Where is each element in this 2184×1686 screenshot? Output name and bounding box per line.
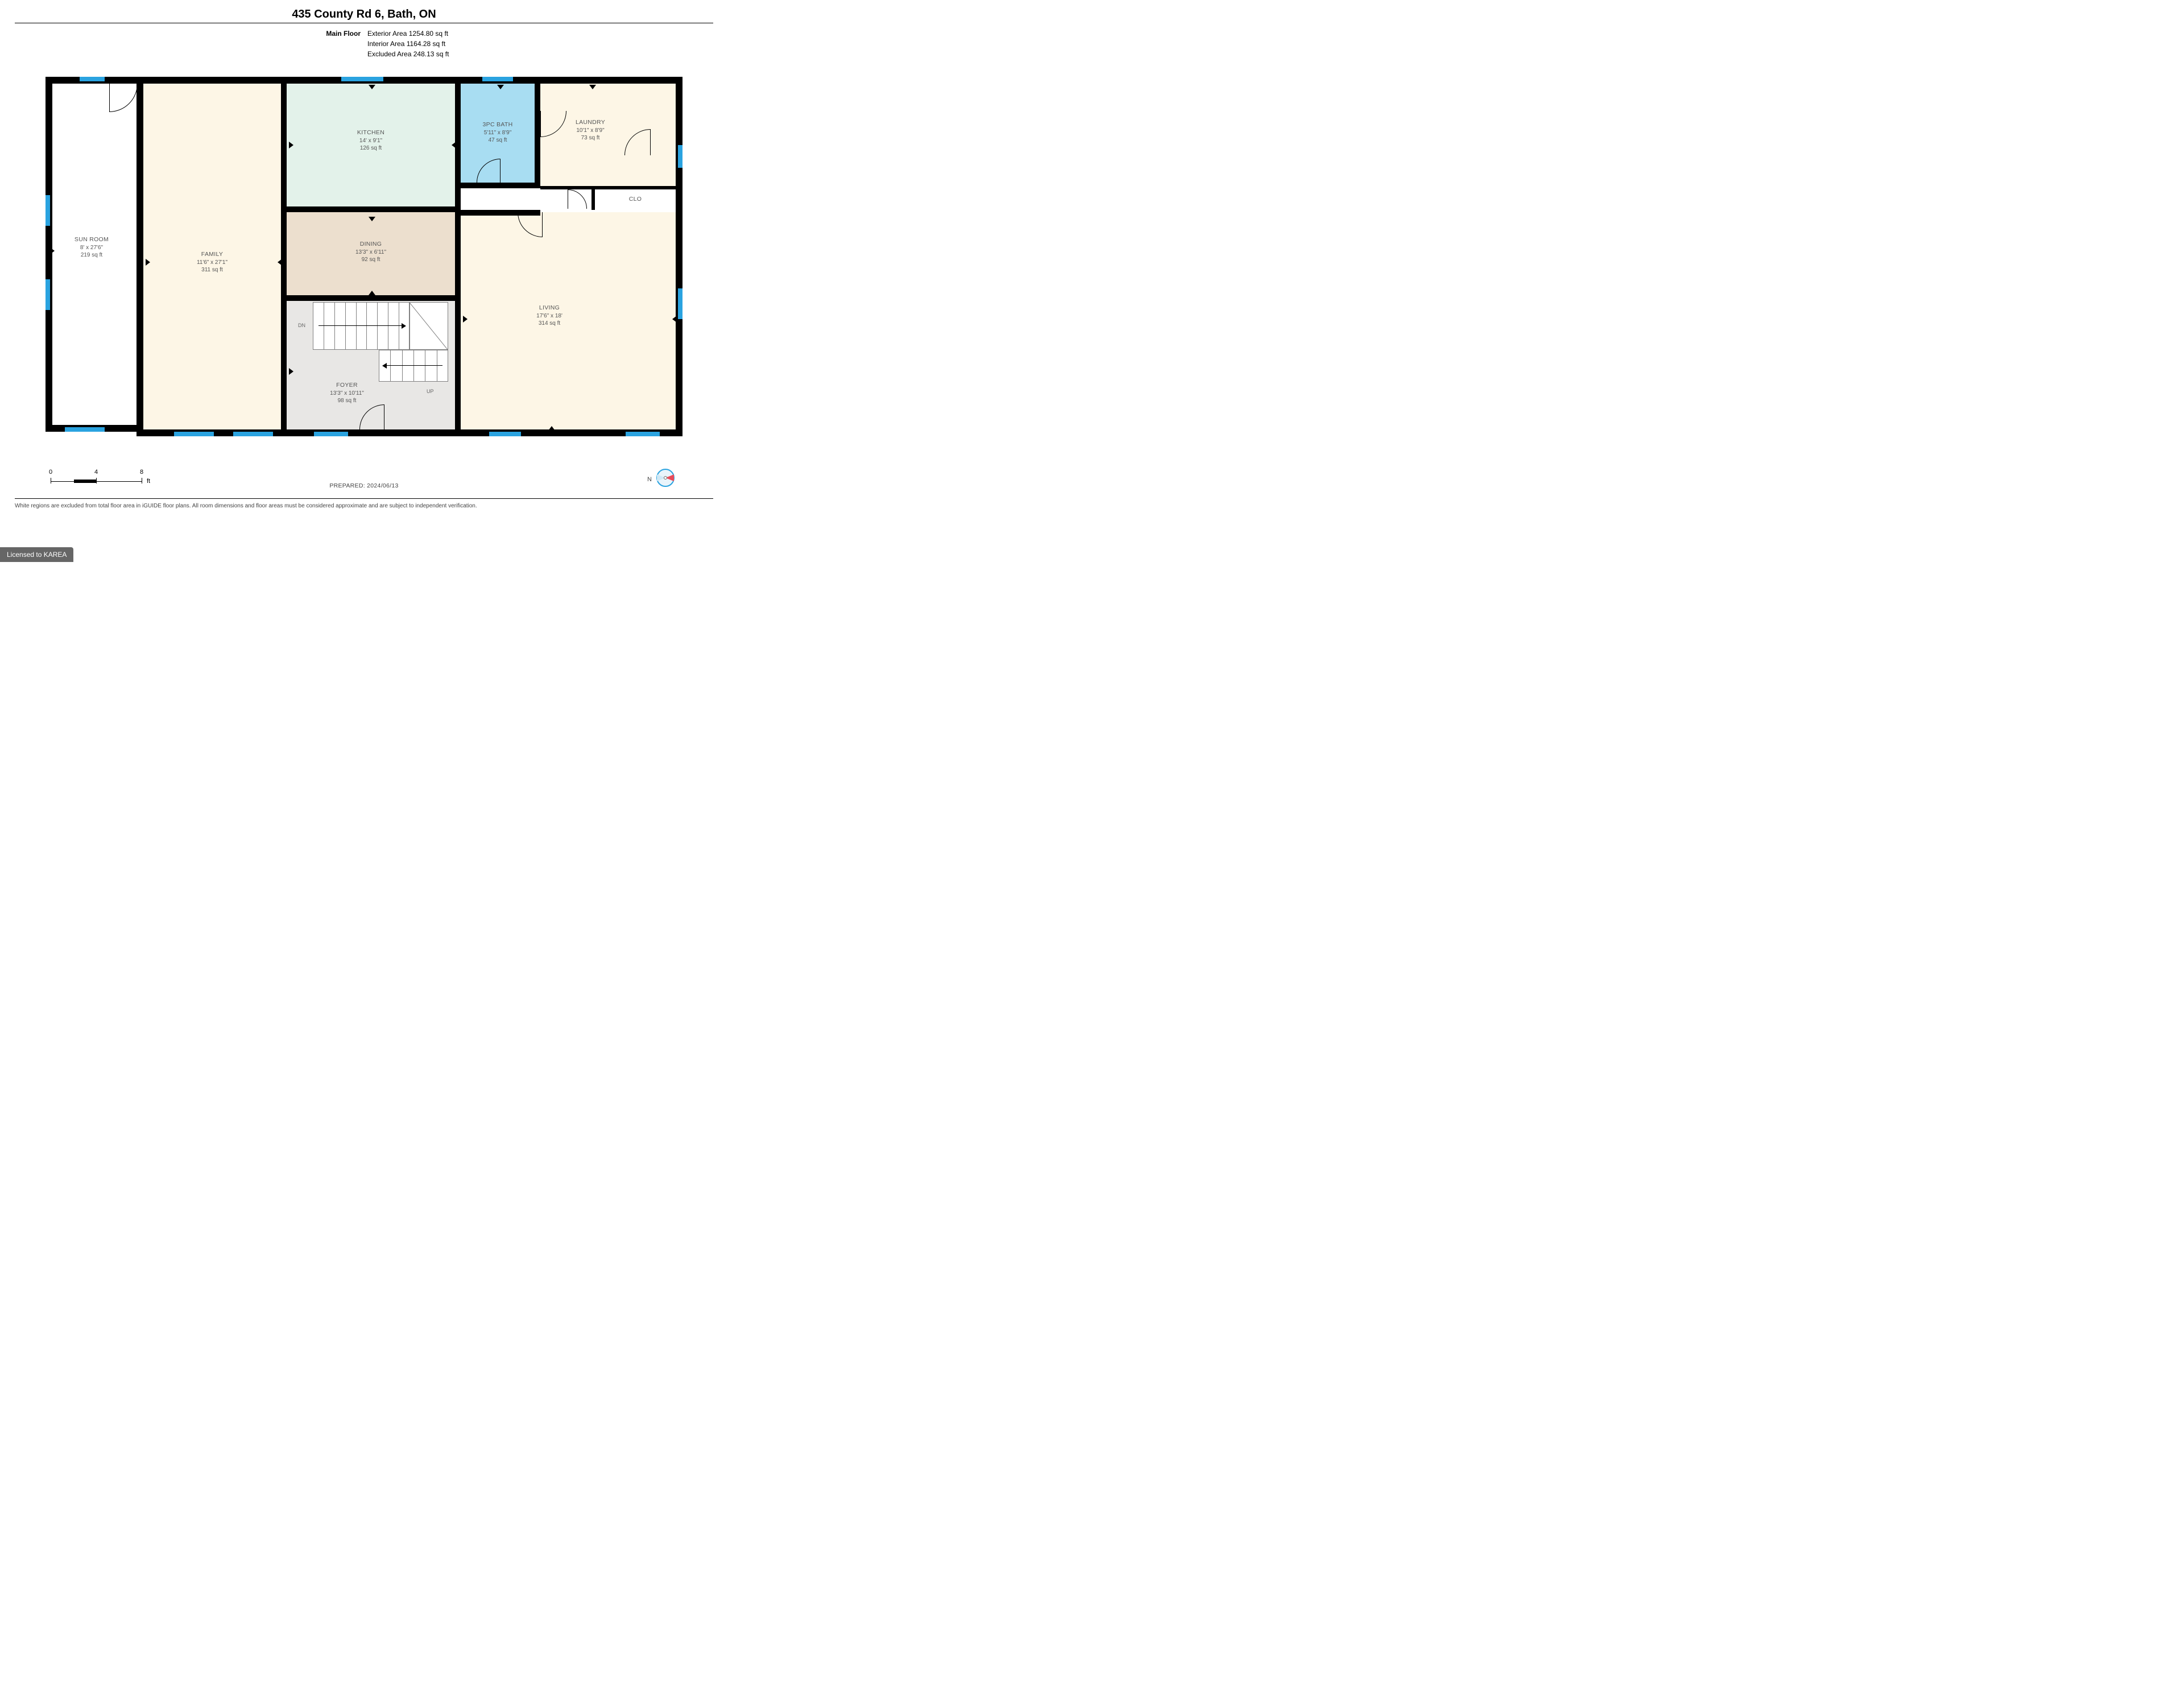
floor-plan-page: 435 County Rd 6, Bath, ON Main Floor Ext… bbox=[0, 0, 728, 562]
stair-label-up: UP bbox=[427, 389, 434, 394]
window-segment bbox=[65, 427, 105, 432]
view-caret bbox=[589, 85, 596, 89]
window-segment bbox=[678, 145, 682, 168]
license-badge: Licensed to KAREA bbox=[0, 547, 73, 562]
window-segment bbox=[46, 195, 50, 226]
wall-segment bbox=[139, 429, 682, 436]
view-caret bbox=[369, 85, 375, 89]
stair-label-dn: DN bbox=[298, 323, 305, 328]
wall-segment bbox=[540, 186, 676, 189]
view-caret bbox=[289, 142, 293, 148]
room-label-clo: CLO bbox=[629, 196, 642, 204]
summary-row-0: Exterior Area 1254.80 sq ft bbox=[367, 28, 481, 39]
view-caret bbox=[289, 368, 293, 375]
wall-segment bbox=[535, 77, 540, 188]
room-label-sunroom: SUN ROOM8' x 27'6"219 sq ft bbox=[75, 236, 109, 259]
window-segment bbox=[626, 432, 660, 436]
prepared-date: PREPARED: 2024/06/13 bbox=[0, 482, 728, 489]
wall-segment bbox=[455, 210, 461, 436]
room-label-living: LIVING17'6" x 18'314 sq ft bbox=[536, 304, 562, 327]
window-segment bbox=[482, 77, 513, 81]
summary-row-1: Interior Area 1164.28 sq ft bbox=[367, 39, 481, 49]
wall-segment bbox=[136, 77, 143, 436]
wall-segment bbox=[461, 183, 538, 188]
compass: N bbox=[646, 466, 677, 492]
view-caret bbox=[50, 247, 55, 254]
footer-rule bbox=[15, 498, 713, 499]
room-label-kitchen: KITCHEN14' x 9'1"126 sq ft bbox=[357, 129, 384, 152]
view-caret bbox=[672, 316, 677, 323]
wall-segment bbox=[281, 77, 287, 436]
room-label-foyer: FOYER13'3" x 10'11"98 sq ft bbox=[330, 382, 364, 404]
wall-segment bbox=[46, 77, 52, 432]
view-caret bbox=[548, 426, 555, 431]
room-label-dining: DINING13'3" x 6'11"92 sq ft bbox=[355, 241, 386, 263]
wall-segment bbox=[592, 186, 595, 210]
area-summary: Main Floor Exterior Area 1254.80 sq ft I… bbox=[0, 28, 728, 59]
stairs-dn bbox=[313, 302, 410, 350]
floor-label: Main Floor bbox=[247, 28, 361, 39]
room-living bbox=[461, 212, 676, 429]
disclaimer-text: White regions are excluded from total fl… bbox=[15, 503, 713, 509]
view-caret bbox=[463, 316, 468, 323]
view-caret bbox=[146, 259, 150, 266]
window-segment bbox=[341, 77, 383, 81]
view-caret bbox=[497, 85, 504, 89]
window-segment bbox=[678, 288, 682, 319]
scale-tick-8: 8 bbox=[140, 469, 143, 476]
scale-tick-4: 4 bbox=[94, 469, 98, 476]
view-caret bbox=[369, 217, 375, 221]
window-segment bbox=[314, 432, 348, 436]
room-label-bath: 3PC BATH5'11" x 8'9"47 sq ft bbox=[483, 121, 513, 144]
room-label-laundry: LAUNDRY10'1" x 8'9"73 sq ft bbox=[576, 119, 605, 142]
scale-tick-0: 0 bbox=[49, 469, 52, 476]
window-segment bbox=[233, 432, 273, 436]
room-laundry bbox=[540, 84, 676, 186]
window-segment bbox=[46, 279, 50, 310]
view-caret bbox=[369, 291, 375, 295]
view-caret bbox=[278, 259, 282, 266]
window-segment bbox=[80, 77, 105, 81]
window-segment bbox=[489, 432, 521, 436]
page-title: 435 County Rd 6, Bath, ON bbox=[0, 8, 728, 21]
floor-plan: DN UP SUN ROOM8' x 27'6"219 sq ft FAMILY11'… bbox=[46, 77, 682, 452]
wall-segment bbox=[676, 77, 682, 436]
view-caret bbox=[452, 142, 456, 148]
wall-segment bbox=[281, 295, 460, 301]
compass-n-label: N bbox=[647, 476, 652, 483]
room-label-family: FAMILY11'6" x 27'1"311 sq ft bbox=[197, 251, 228, 274]
wall-segment bbox=[281, 206, 460, 212]
summary-row-2: Excluded Area 248.13 sq ft bbox=[367, 49, 481, 59]
window-segment bbox=[174, 432, 214, 436]
